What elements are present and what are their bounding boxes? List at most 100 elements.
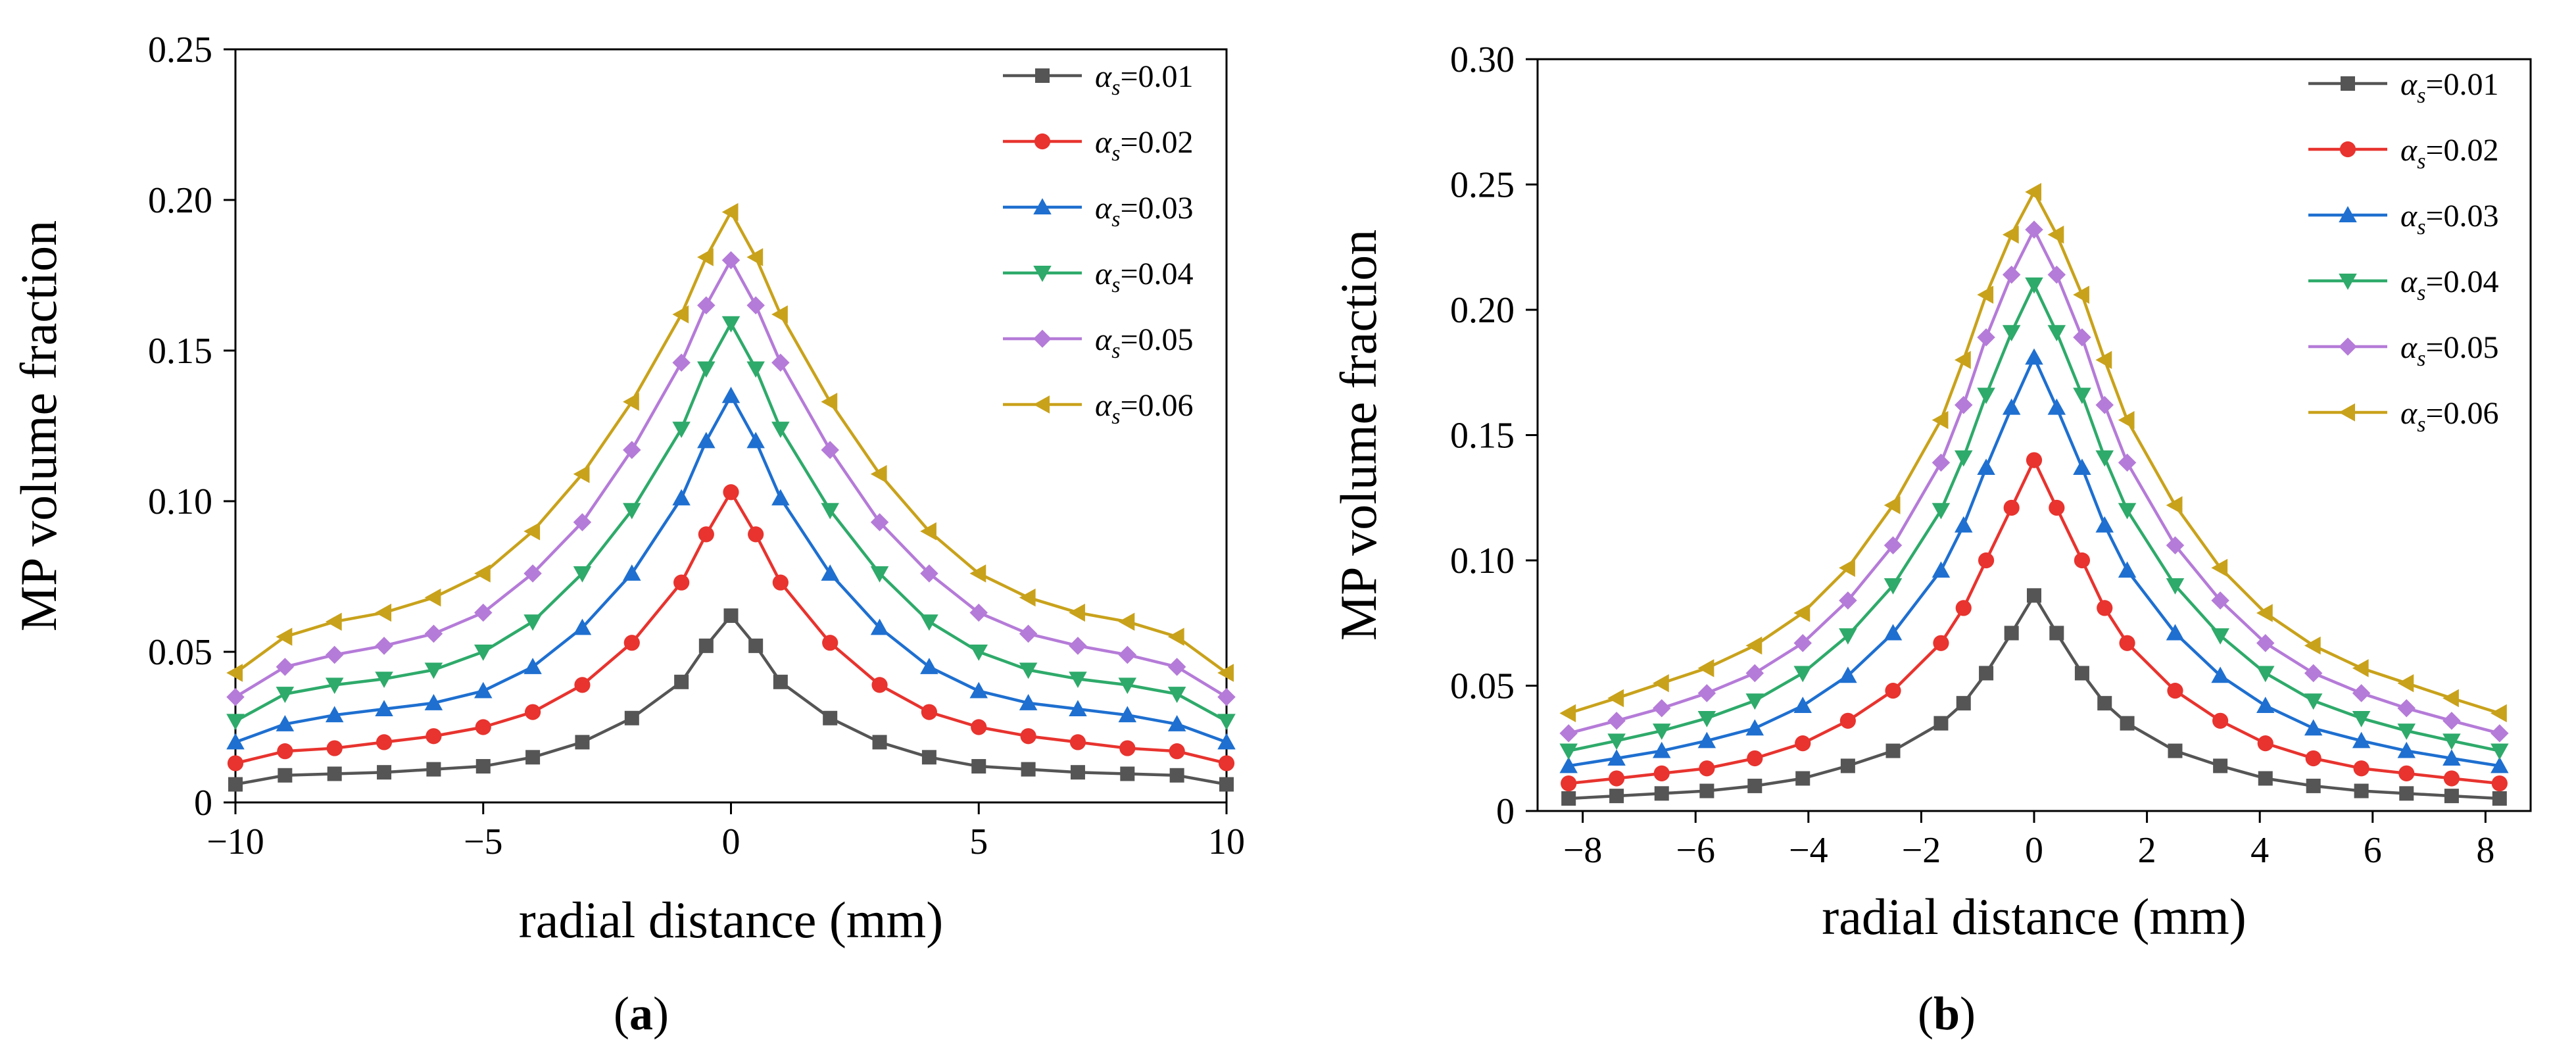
data-point	[2306, 778, 2321, 793]
data-point	[1653, 741, 1671, 758]
x-tick-label: 4	[2250, 830, 2269, 871]
data-point	[748, 526, 764, 543]
data-point	[2491, 724, 2509, 743]
data-point	[920, 522, 936, 541]
x-tick-label: −10	[207, 822, 264, 862]
data-point	[821, 393, 838, 411]
series-line	[235, 394, 1227, 744]
data-point	[822, 635, 838, 651]
plot-frame	[234, 48, 1228, 804]
data-point	[1745, 719, 1764, 736]
data-point	[276, 658, 295, 676]
x-axis-title: radial distance (mm)	[1822, 888, 2246, 945]
data-point	[2491, 756, 2509, 773]
data-point	[2025, 183, 2041, 201]
y-tick-label: 0	[1496, 791, 1515, 832]
data-point	[748, 638, 764, 653]
data-point	[920, 564, 938, 583]
data-point	[375, 603, 392, 622]
data-point	[426, 762, 441, 777]
data-point	[2003, 499, 2020, 516]
data-point	[672, 353, 691, 372]
data-point	[624, 710, 639, 725]
data-point	[475, 719, 491, 735]
data-point	[723, 608, 739, 624]
legend-label: αs=0.06	[2400, 396, 2499, 437]
data-point	[1020, 728, 1036, 745]
data-point	[474, 645, 493, 661]
data-point	[1559, 704, 1576, 723]
data-point	[1217, 714, 1236, 731]
legend-marker	[1034, 133, 1051, 150]
series-line	[1568, 356, 2500, 768]
legend-label: αs=0.03	[1095, 191, 1194, 232]
data-point	[623, 441, 641, 459]
data-point	[1883, 578, 1903, 595]
data-point	[2353, 760, 2369, 777]
data-point	[623, 564, 641, 581]
data-point	[2119, 635, 2135, 651]
data-point	[325, 645, 344, 664]
data-point	[1561, 791, 1576, 806]
data-point	[1167, 627, 1184, 646]
data-point	[1069, 603, 1085, 622]
data-point	[1977, 285, 1994, 304]
data-point	[920, 614, 938, 631]
y-axis-title: MP volume fraction	[10, 220, 67, 631]
data-point	[1932, 453, 1951, 472]
data-point	[672, 305, 689, 324]
data-point	[1697, 731, 1716, 748]
y-tick-label: 0.15	[148, 331, 212, 372]
data-point	[674, 674, 689, 689]
legend-label: αs=0.05	[2400, 330, 2499, 371]
data-point	[1069, 672, 1087, 688]
data-point	[1019, 588, 1036, 607]
data-point	[2213, 758, 2228, 773]
data-point	[1019, 624, 1038, 643]
y-tick-label: 0.05	[1450, 666, 1515, 707]
data-point	[1932, 561, 1951, 578]
data-point	[227, 755, 244, 772]
data-point	[2444, 789, 2459, 804]
data-point	[1118, 677, 1137, 695]
legend-marker	[2339, 337, 2357, 356]
x-tick-label: 2	[2138, 830, 2156, 871]
data-point	[1653, 765, 1670, 781]
data-point	[2442, 733, 2461, 750]
y-tick-label: 0.30	[1450, 39, 1515, 80]
data-point	[2442, 689, 2459, 708]
data-point	[1607, 689, 1624, 708]
y-tick-label: 0.10	[1450, 541, 1515, 581]
data-point	[1218, 755, 1235, 772]
x-tick-label: 10	[1208, 822, 1245, 862]
x-tick-label: 0	[722, 822, 741, 862]
legend-marker	[2341, 76, 2355, 91]
data-point	[1883, 624, 1903, 641]
data-point	[1955, 600, 1972, 616]
data-point	[1933, 635, 1949, 651]
data-point	[1217, 733, 1236, 750]
data-point	[2049, 499, 2065, 516]
data-point	[2304, 719, 2323, 736]
data-point	[376, 734, 393, 750]
data-point	[872, 735, 887, 750]
data-point	[969, 603, 988, 622]
data-point	[2211, 591, 2229, 610]
data-point	[375, 700, 393, 717]
data-point	[2256, 633, 2275, 652]
data-point	[226, 687, 245, 706]
data-point	[2166, 624, 2185, 641]
data-point	[2118, 503, 2137, 520]
data-point	[2002, 265, 2021, 284]
data-point	[697, 248, 714, 266]
data-point	[2352, 711, 2371, 727]
data-point	[971, 759, 986, 774]
y-tick-label: 0.25	[148, 30, 212, 70]
data-point	[1979, 666, 1994, 681]
data-point	[1955, 450, 1973, 467]
data-point	[1885, 743, 1901, 758]
data-point	[1699, 760, 1715, 777]
y-tick-label: 0.10	[148, 481, 212, 522]
data-point	[1932, 503, 1951, 520]
data-point	[1609, 789, 1624, 804]
